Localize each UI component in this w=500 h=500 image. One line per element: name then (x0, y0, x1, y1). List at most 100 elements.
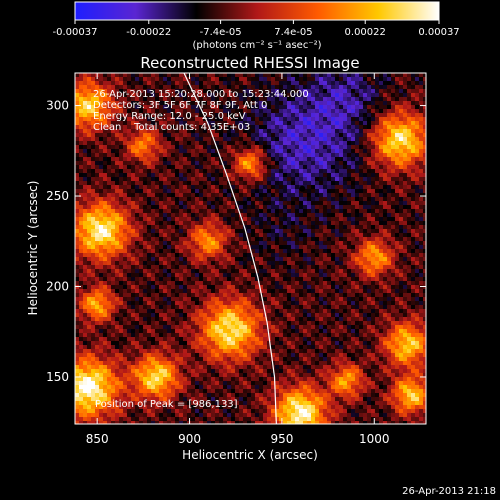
heatmap-cell (399, 105, 403, 109)
heatmap-cell (199, 161, 203, 165)
heatmap-cell (119, 269, 123, 273)
heatmap-cell (331, 81, 335, 85)
heatmap-cell (247, 129, 251, 133)
heatmap-cell (359, 89, 363, 93)
heatmap-cell (199, 81, 203, 85)
heatmap-cell (195, 261, 199, 265)
heatmap-cell (99, 269, 103, 273)
heatmap-cell (87, 241, 91, 245)
heatmap-cell (163, 277, 167, 281)
heatmap-cell (95, 237, 99, 241)
heatmap-cell (299, 181, 303, 185)
heatmap-cell (131, 269, 135, 273)
heatmap-cell (391, 181, 395, 185)
heatmap-cell (187, 149, 191, 153)
heatmap-cell (135, 145, 139, 149)
heatmap-cell (171, 189, 175, 193)
heatmap-cell (251, 133, 255, 137)
heatmap-cell (383, 177, 387, 181)
heatmap-cell (211, 81, 215, 85)
heatmap-cell (419, 233, 423, 237)
heatmap-cell (407, 189, 411, 193)
heatmap-cell (155, 189, 159, 193)
heatmap-cell (231, 209, 235, 213)
heatmap-cell (79, 153, 83, 157)
heatmap-cell (391, 253, 395, 257)
heatmap-cell (363, 93, 367, 97)
heatmap-cell (399, 237, 403, 241)
heatmap-cell (167, 237, 171, 241)
heatmap-cell (283, 209, 287, 213)
heatmap-cell (419, 261, 423, 265)
heatmap-cell (87, 97, 91, 101)
heatmap-cell (283, 241, 287, 245)
heatmap-cell (95, 241, 99, 245)
heatmap-cell (411, 121, 415, 125)
heatmap-cell (419, 153, 423, 157)
heatmap-cell (255, 233, 259, 237)
heatmap-cell (151, 245, 155, 249)
heatmap-cell (155, 221, 159, 225)
heatmap-cell (235, 125, 239, 129)
heatmap-cell (215, 113, 219, 117)
heatmap-cell (195, 257, 199, 261)
heatmap-cell (131, 141, 135, 145)
heatmap-cell (371, 229, 375, 233)
heatmap-cell (119, 209, 123, 213)
heatmap-cell (219, 225, 223, 229)
heatmap-cell (263, 257, 267, 261)
heatmap-cell (267, 233, 271, 237)
heatmap-cell (263, 241, 267, 245)
heatmap-cell (403, 209, 407, 213)
heatmap-cell (347, 169, 351, 173)
heatmap-cell (415, 185, 419, 189)
heatmap-cell (371, 129, 375, 133)
heatmap-cell (283, 125, 287, 129)
heatmap-cell (171, 281, 175, 285)
heatmap-cell (387, 85, 391, 89)
heatmap-cell (211, 221, 215, 225)
heatmap-cell (147, 93, 151, 97)
heatmap-cell (203, 73, 207, 77)
heatmap-cell (107, 153, 111, 157)
heatmap-cell (187, 245, 191, 249)
heatmap-cell (387, 157, 391, 161)
heatmap-cell (315, 109, 319, 113)
heatmap-cell (315, 89, 319, 93)
heatmap-cell (299, 205, 303, 209)
heatmap-cell (263, 177, 267, 181)
heatmap-cell (119, 177, 123, 181)
heatmap-cell (423, 245, 426, 249)
heatmap-cell (279, 129, 283, 133)
heatmap-cell (123, 217, 127, 221)
heatmap-cell (403, 121, 407, 125)
heatmap-cell (87, 249, 91, 253)
heatmap-cell (223, 109, 227, 113)
heatmap-cell (279, 193, 283, 197)
heatmap-cell (195, 125, 199, 129)
heatmap-cell (155, 277, 159, 281)
heatmap-cell (259, 157, 263, 161)
heatmap-cell (155, 149, 159, 153)
heatmap-cell (299, 221, 303, 225)
heatmap-cell (255, 177, 259, 181)
heatmap-cell (123, 121, 127, 125)
heatmap-cell (235, 145, 239, 149)
heatmap-cell (355, 117, 359, 121)
heatmap-cell (103, 213, 107, 217)
heatmap-cell (311, 229, 315, 233)
heatmap-cell (143, 93, 147, 97)
heatmap-cell (387, 109, 391, 113)
heatmap-cell (283, 93, 287, 97)
heatmap-cell (215, 185, 219, 189)
heatmap-cell (263, 125, 267, 129)
heatmap-cell (379, 221, 383, 225)
heatmap-cell (127, 257, 131, 261)
heatmap-cell (223, 229, 227, 233)
heatmap-cell (211, 233, 215, 237)
heatmap-cell (291, 213, 295, 217)
heatmap-cell (107, 297, 111, 301)
heatmap-cell (411, 273, 415, 277)
heatmap-cell (79, 297, 83, 301)
heatmap-cell (107, 185, 111, 189)
